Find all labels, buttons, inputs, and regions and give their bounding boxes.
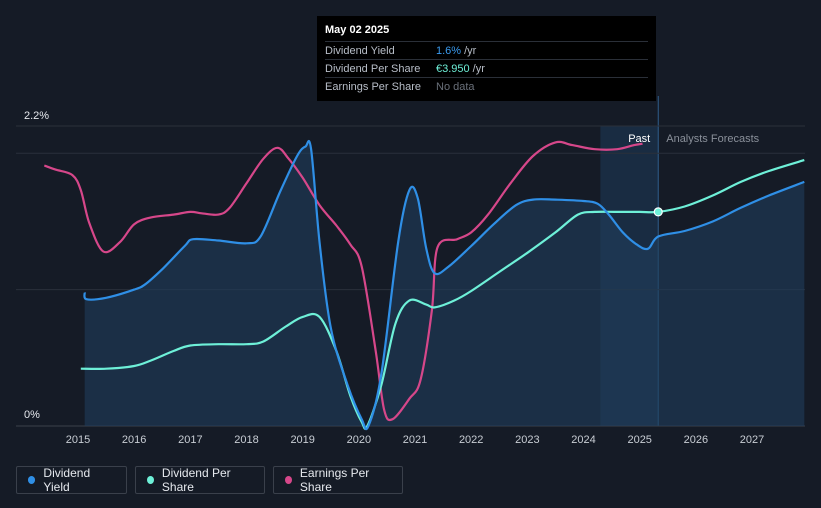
forecast-label: Analysts Forecasts (666, 133, 759, 145)
x-tick-label: 2025 (627, 434, 651, 446)
legend-dot-icon (28, 476, 36, 484)
legend-dividend-yield[interactable]: Dividend Yield (16, 466, 127, 494)
highlight-point (653, 207, 663, 217)
legend-earnings-per-share[interactable]: Earnings Per Share (273, 466, 403, 494)
tooltip-row-dividend-per-share: Dividend Per Share €3.950 /yr (325, 59, 648, 77)
x-tick-label: 2027 (740, 434, 764, 446)
legend-label: Dividend Yield (43, 466, 91, 494)
tooltip-value: 1.6% (436, 44, 462, 57)
tooltip-unit: /yr (472, 62, 485, 75)
x-tick-label: 2026 (684, 434, 708, 446)
tooltip-label: Earnings Per Share (325, 80, 421, 93)
tooltip-value: €3.950 (436, 62, 470, 75)
x-tick-label: 2023 (515, 434, 539, 446)
dividend-yield-line (83, 139, 805, 431)
tooltip-value: No data (436, 80, 475, 93)
legend-dot-icon (147, 476, 154, 484)
legend-dividend-per-share[interactable]: Dividend Per Share (135, 466, 265, 494)
x-tick-label: 2024 (571, 434, 595, 446)
tooltip-row-earnings-per-share: Earnings Per Share No data (325, 77, 648, 95)
x-tick-label: 2019 (290, 434, 314, 446)
past-label: Past (628, 133, 650, 145)
x-tick-label: 2018 (234, 434, 258, 446)
legend-label: Dividend Per Share (161, 466, 231, 494)
earnings-per-share-line (43, 140, 643, 422)
x-tick-label: 2021 (403, 434, 427, 446)
x-tick-label: 2020 (347, 434, 371, 446)
y-tick-label: 0% (24, 409, 40, 421)
tooltip-unit: /yr (464, 44, 477, 57)
dividend-per-share-line (80, 159, 805, 430)
x-tick-label: 2022 (459, 434, 483, 446)
x-tick-label: 2016 (122, 434, 146, 446)
y-tick-label: 2.2% (24, 110, 49, 122)
chart-tooltip: May 02 2025 Dividend Yield 1.6% /yr Divi… (317, 16, 656, 101)
tooltip-label: Dividend Yield (325, 44, 395, 57)
tooltip-date: May 02 2025 (325, 24, 390, 36)
tooltip-row-dividend-yield: Dividend Yield 1.6% /yr (325, 41, 648, 59)
legend-dot-icon (285, 476, 292, 484)
x-tick-label: 2017 (178, 434, 202, 446)
dividend-yield-area (84, 141, 805, 430)
x-tick-label: 2015 (66, 434, 90, 446)
legend-label: Earnings Per Share (299, 466, 370, 494)
tooltip-label: Dividend Per Share (325, 62, 421, 75)
